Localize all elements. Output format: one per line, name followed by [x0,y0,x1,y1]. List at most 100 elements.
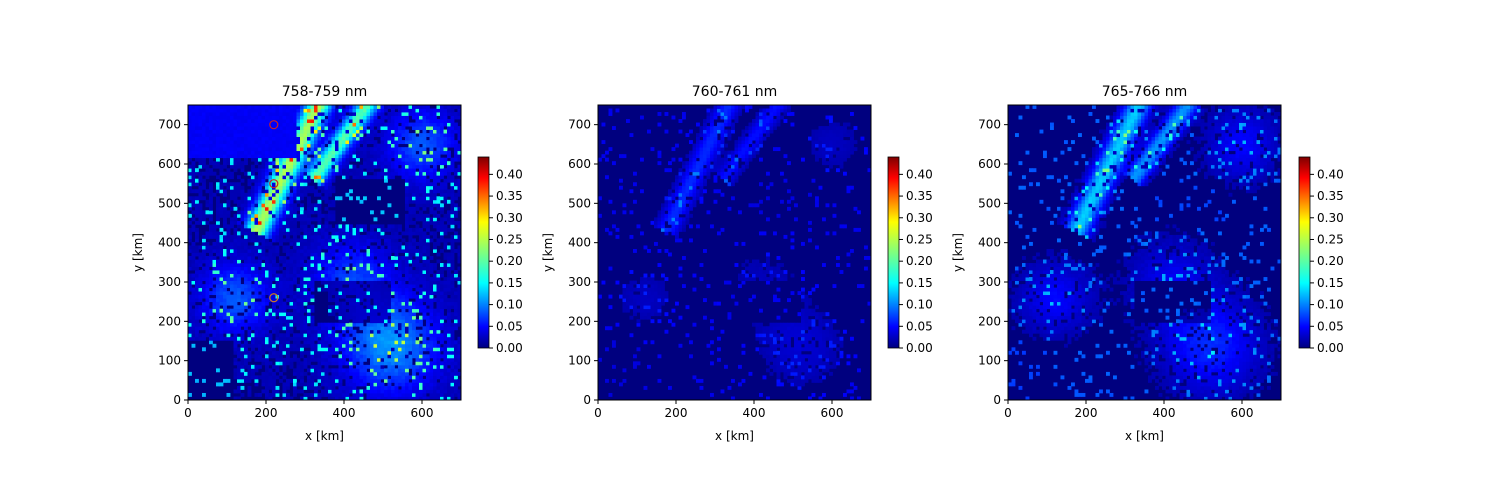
heatmap-cell [415,185,420,190]
heatmap-cell [338,129,343,134]
heatmap-cell [289,248,294,253]
heatmap-cell [422,298,427,303]
heatmap-cell [188,105,192,109]
heatmap-cell [398,234,402,239]
heatmap-cell [279,157,283,162]
heatmap-cell [422,150,427,155]
heatmap-cell [373,270,378,274]
heatmap-cell [331,203,336,208]
heatmap-cell [212,140,217,145]
heatmap-cell [384,308,388,313]
heatmap-cell [422,263,427,267]
heatmap-cell [380,129,385,134]
heatmap-cell [205,122,210,127]
heatmap-cell [342,354,346,359]
heatmap-cell [272,350,276,355]
heatmap-cell [286,350,290,355]
heatmap-cell [345,347,350,352]
heatmap-cell [300,364,304,369]
heatmap-cell [436,312,441,317]
heatmap-cell [447,287,451,292]
heatmap-cell [293,245,297,250]
heatmap-cell [331,392,336,397]
heatmap-cell [342,227,346,232]
heatmap-cell [317,396,322,401]
heatmap-cell [349,385,353,390]
heatmap-cell [405,220,409,225]
heatmap-cell [219,171,224,176]
heatmap-cell [342,217,346,222]
heatmap-cell [405,136,409,141]
heatmap-cell [191,150,196,155]
heatmap-cell [345,375,350,380]
heatmap-cell [261,143,266,148]
heatmap-cell [380,259,385,264]
heatmap-cell [268,312,273,317]
heatmap-cell [226,168,231,173]
heatmap-cell [314,333,318,338]
heatmap-cell [440,270,444,274]
heatmap-cell [384,329,388,334]
heatmap-cell [237,119,241,123]
heatmap-cell [324,224,329,229]
heatmap-cell [387,291,392,296]
heatmap-cell [216,284,220,289]
heatmap-cell [433,133,437,138]
heatmap-cell [216,119,220,123]
heatmap-cell [391,112,395,116]
heatmap-cell [317,199,322,204]
heatmap-cell [198,220,203,225]
heatmap-cell [366,129,371,134]
heatmap-cell [310,277,315,281]
heatmap-cell [254,192,259,197]
heatmap-cell [212,164,217,169]
heatmap-cell [408,357,413,362]
heatmap-cell [300,108,304,113]
heatmap-cell [331,333,336,338]
heatmap-cell [205,189,210,194]
heatmap-cell [314,154,318,159]
heatmap-cell [219,266,224,271]
heatmap-cell [335,161,339,166]
heatmap-cell [429,150,434,155]
heatmap-cell [443,350,448,355]
heatmap-cell [198,119,203,123]
heatmap-cell [412,178,416,183]
heatmap-cell [377,108,381,113]
heatmap-cell [331,143,336,148]
heatmap-cell [380,105,385,109]
heatmap-cell [188,136,192,141]
heatmap-cell [338,164,343,169]
heatmap-cell [289,157,294,162]
heatmap-cell [338,277,343,281]
heatmap-cell [324,154,329,159]
heatmap-cell [244,378,248,383]
heatmap-cell [216,259,220,264]
heatmap-cell [303,298,308,303]
heatmap-cell [244,357,248,362]
heatmap-cell [366,154,371,159]
heatmap-cell [237,126,241,130]
heatmap-cell [258,175,262,180]
heatmap-cell [209,206,213,211]
heatmap-cell [223,238,227,243]
heatmap-cell [265,298,269,303]
heatmap-cell [335,392,339,397]
heatmap-cell [398,389,402,394]
heatmap-cell [405,199,409,204]
heatmap-cell [212,108,217,113]
heatmap-cell [293,227,297,232]
heatmap-cell [240,136,245,141]
heatmap-cell [321,357,325,362]
heatmap-cell [261,305,266,310]
heatmap-cell [387,322,392,327]
heatmap-cell [303,185,308,190]
heatmap-cell [412,375,416,380]
heatmap-cell [310,273,315,278]
heatmap-cell [352,277,357,281]
heatmap-cell [398,105,402,109]
heatmap-cell [377,238,381,243]
heatmap-cell [247,336,252,341]
heatmap-cell [209,213,213,218]
heatmap-cell [307,115,311,120]
